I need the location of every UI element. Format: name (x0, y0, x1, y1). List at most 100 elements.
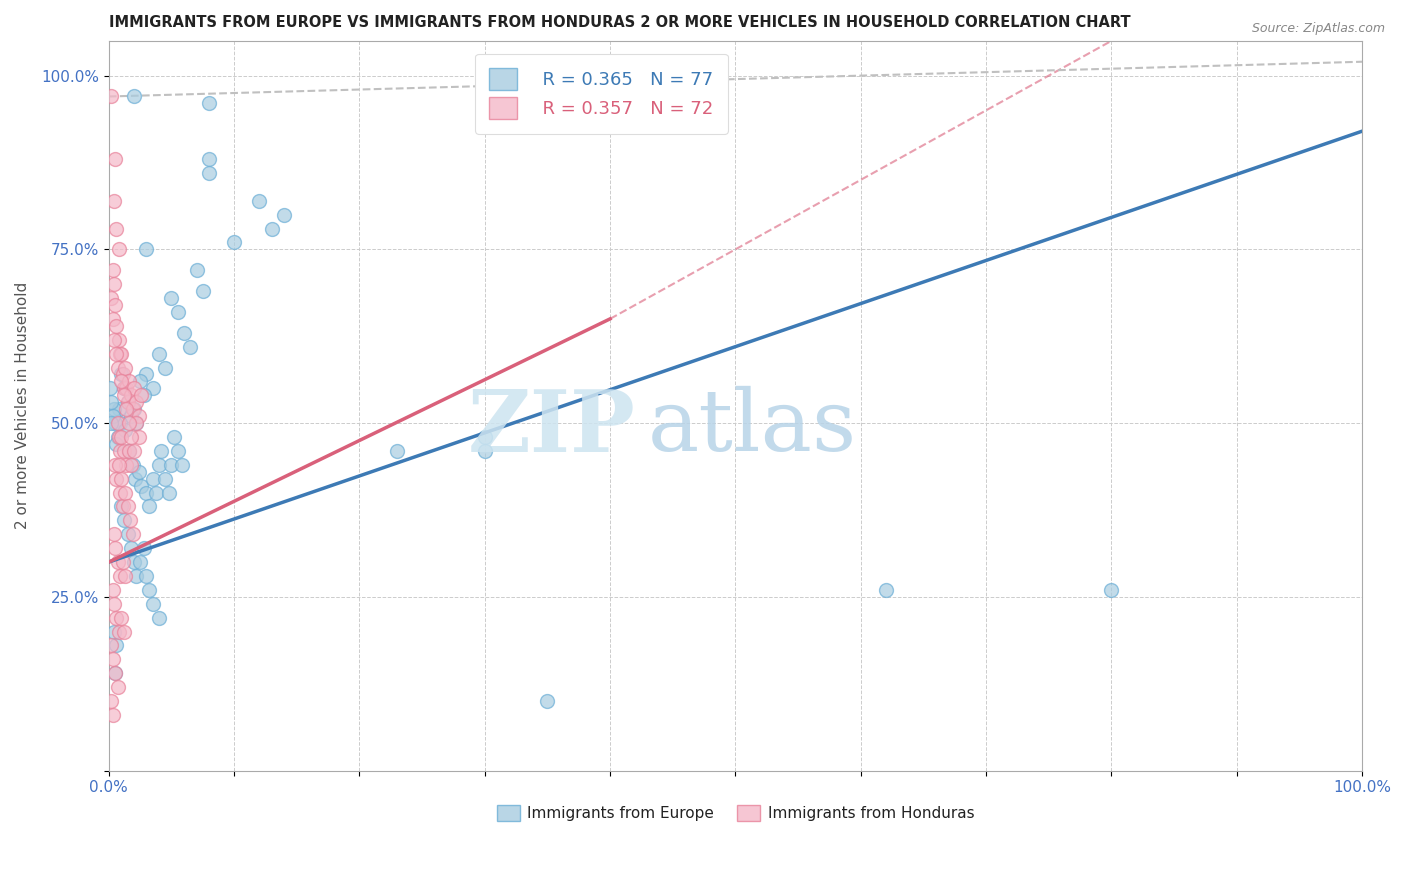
Point (122, 402, 145, 417)
Point (117, 500, 139, 514)
Point (155, 360, 177, 375)
Point (273, 208, 295, 222)
Point (103, 624, 125, 639)
Point (135, 368, 157, 382)
Point (107, 680, 129, 694)
Point (260, 221, 283, 235)
Point (155, 472, 177, 486)
Point (104, 666, 127, 681)
Point (108, 402, 131, 417)
Point (108, 346, 131, 360)
Point (135, 485, 157, 500)
Point (120, 388, 142, 402)
Point (114, 423, 136, 437)
Point (121, 402, 143, 417)
Point (118, 443, 141, 458)
Point (117, 527, 139, 541)
Point (111, 555, 134, 569)
Point (112, 381, 135, 395)
Point (101, 409, 124, 424)
Point (100, 395, 122, 409)
Point (112, 443, 135, 458)
Point (120, 409, 142, 424)
Point (118, 375, 141, 389)
Point (100, 416, 122, 430)
Point (108, 430, 131, 444)
Point (100, 291, 122, 305)
Point (104, 541, 127, 556)
Point (138, 500, 160, 514)
Point (135, 243, 157, 257)
Point (100, 694, 122, 708)
Point (107, 555, 129, 569)
Point (474, 430, 496, 444)
Point (110, 610, 132, 624)
Point (114, 485, 136, 500)
Point (142, 472, 165, 486)
Point (110, 430, 132, 444)
Point (112, 624, 135, 639)
Point (114, 360, 136, 375)
Point (108, 624, 131, 639)
Point (105, 610, 128, 624)
Point (122, 555, 145, 569)
Point (103, 333, 125, 347)
Legend: Immigrants from Europe, Immigrants from Honduras: Immigrants from Europe, Immigrants from … (489, 797, 981, 829)
Point (108, 333, 131, 347)
Point (125, 569, 148, 583)
Point (108, 458, 131, 472)
Point (128, 430, 150, 444)
Point (148, 458, 170, 472)
Point (125, 416, 148, 430)
Point (110, 375, 132, 389)
Point (166, 443, 188, 458)
Point (142, 381, 165, 395)
Point (173, 326, 195, 340)
Point (128, 465, 150, 479)
Point (198, 96, 221, 111)
Point (103, 194, 125, 208)
Point (105, 346, 128, 360)
Point (122, 89, 145, 103)
Point (198, 166, 221, 180)
Point (100, 89, 122, 103)
Point (105, 221, 128, 235)
Point (247, 194, 270, 208)
Point (103, 527, 125, 541)
Point (103, 277, 125, 292)
Point (100, 639, 122, 653)
Point (224, 235, 246, 250)
Point (135, 569, 157, 583)
Point (108, 243, 131, 257)
Point (875, 582, 897, 597)
Text: atlas: atlas (648, 386, 856, 469)
Point (124, 472, 146, 486)
Point (105, 639, 128, 653)
Point (166, 305, 188, 319)
Point (108, 416, 131, 430)
Point (104, 666, 127, 681)
Point (157, 485, 180, 500)
Point (111, 368, 134, 382)
Point (536, 694, 558, 708)
Point (198, 152, 221, 166)
Point (122, 381, 145, 395)
Point (132, 541, 155, 556)
Point (108, 485, 131, 500)
Point (125, 395, 148, 409)
Point (111, 500, 134, 514)
Point (121, 458, 143, 472)
Point (120, 458, 142, 472)
Point (138, 582, 160, 597)
Point (129, 375, 152, 389)
Point (110, 500, 132, 514)
Point (104, 152, 127, 166)
Point (145, 485, 167, 500)
Point (163, 430, 186, 444)
Point (105, 437, 128, 451)
Point (385, 443, 408, 458)
Point (160, 458, 183, 472)
Y-axis label: 2 or more Vehicles in Household: 2 or more Vehicles in Household (15, 282, 30, 529)
Point (120, 430, 142, 444)
Point (186, 263, 208, 277)
